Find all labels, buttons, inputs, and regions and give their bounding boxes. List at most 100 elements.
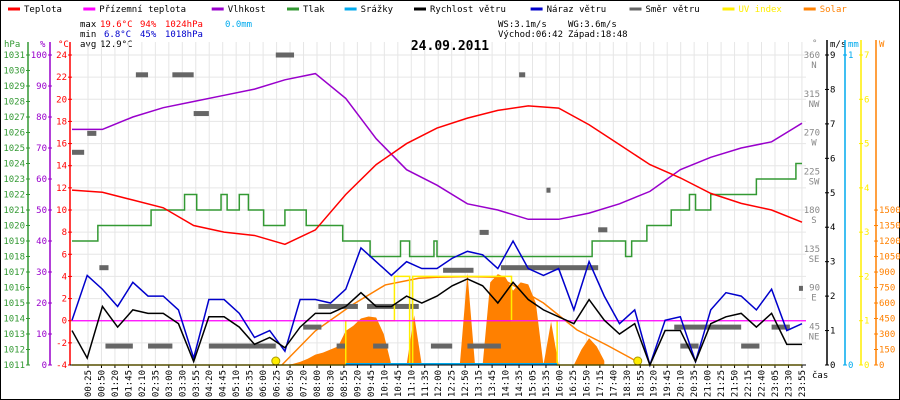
pressure-tick-label: 1015 [3, 299, 25, 309]
wind-tick-label: 0 [830, 361, 835, 371]
legend-label-6: Náraz větru [547, 5, 607, 15]
legend-label-4: Srážky [361, 5, 394, 15]
rain-tick-label: 1 [848, 51, 853, 61]
x-tick-label: 03:55 [192, 370, 202, 397]
stat-min-hum: 45% [140, 30, 157, 40]
wind-direction-mark [72, 149, 85, 155]
pressure-tick-label: 1029 [3, 82, 25, 92]
pressure-tick-label: 1011 [3, 361, 25, 371]
direction-compass-label: NE [809, 332, 820, 342]
direction-compass-label: N [811, 61, 816, 71]
temperature-tick-label: 18 [56, 117, 67, 127]
solar-tick-label: 1350 [879, 222, 900, 232]
pressure-tick-label: 1017 [3, 268, 25, 278]
stat-min-label: min [80, 30, 96, 40]
temperature-line [71, 105, 803, 246]
x-tick-label: 03:30 [178, 370, 188, 397]
legend-label-3: Tlak [303, 5, 325, 15]
wind-direction-mark [674, 324, 742, 330]
solar-tick-label: 750 [879, 284, 895, 294]
wind-tick-label: 2 [830, 292, 835, 302]
wind-direction-mark [430, 343, 453, 349]
uv-tick-label: 7 [864, 51, 869, 61]
pressure-line [72, 162, 802, 258]
stat-sunset: Západ:18:48 [568, 30, 628, 40]
direction-compass-label: S [811, 216, 816, 226]
stat-max-hum: 94% [140, 20, 157, 30]
x-tick-label: 16:25 [569, 370, 579, 397]
pressure-tick-label: 1031 [3, 51, 25, 61]
x-tick-label: 19:45 [663, 370, 673, 397]
direction-tick-label: 360 [804, 51, 820, 61]
stat-min-press: 1018hPa [165, 30, 203, 40]
x-tick-label: 02:35 [151, 370, 161, 397]
solar-tick-label: 150 [879, 346, 895, 356]
x-tick-label: 06:50 [286, 370, 296, 397]
temperature-tick-label: 12 [56, 184, 67, 194]
humidity-line [72, 72, 803, 221]
pressure-tick-label: 1025 [3, 144, 25, 154]
wind-tick-label: 6 [830, 154, 835, 164]
wind-direction-mark [546, 187, 551, 193]
wind-tick-label: 7 [830, 120, 835, 130]
x-tick-label: 08:55 [340, 370, 350, 397]
x-tick-label: 03:00 [165, 370, 175, 397]
pressure-tick-label: 1018 [3, 253, 25, 263]
x-tick-label: 01:20 [111, 370, 121, 397]
x-tick-label: 22:40 [758, 370, 768, 397]
stat-wind-speed: WS:3.1m/s [498, 20, 547, 30]
wind-tick-label: 8 [830, 85, 835, 95]
temperature-axis-unit: °C [58, 40, 69, 50]
pressure-tick-label: 1024 [3, 160, 25, 170]
temperature-tick-label: 4 [62, 272, 67, 282]
direction-tick-label: 45 [809, 322, 820, 332]
pressure-tick-label: 1027 [3, 113, 25, 123]
wind-tick-label: 1 [830, 327, 835, 337]
humidity-tick-label: 0 [42, 361, 47, 371]
solar-tick-label: 300 [879, 330, 895, 340]
pressure-tick-label: 1012 [3, 346, 25, 356]
x-tick-label: 16:00 [555, 370, 565, 397]
pressure-tick-label: 1026 [3, 129, 25, 139]
sunset-marker [633, 356, 643, 366]
chart-title: 24.09.2011 [411, 39, 489, 54]
wind-direction-mark [771, 324, 790, 330]
wind-tick-label: 4 [830, 223, 835, 233]
pressure-tick-label: 1028 [3, 98, 25, 108]
x-tick-label: 00:50 [97, 370, 107, 397]
x-tick-label: 13:15 [475, 370, 485, 397]
legend-label-9: Solar [820, 5, 848, 15]
wind-direction-mark [135, 72, 149, 78]
stat-wind-gust: WG:3.6m/s [568, 20, 617, 30]
stat-min-temp: 6.8°C [104, 30, 131, 40]
rain-axis-unit: mm [848, 40, 859, 50]
temperature-tick-label: 2 [62, 295, 67, 305]
wind-direction-mark [367, 303, 419, 309]
wind-direction-mark [172, 72, 194, 78]
x-tick-label: 04:20 [205, 370, 215, 397]
wind-direction-mark [467, 343, 501, 349]
wind-direction-mark [87, 130, 97, 136]
uv-tick-label: 1 [864, 317, 869, 327]
x-tick-label: 23:30 [784, 370, 794, 397]
direction-tick-label: 315 [804, 90, 820, 100]
x-tick-label: 23:05 [771, 370, 781, 397]
wind-direction-mark [680, 343, 699, 349]
wind-direction-mark [105, 343, 133, 349]
humidity-axis-unit: % [40, 40, 46, 50]
x-tick-label: 15:05 [529, 370, 539, 397]
wind-gust-line [71, 239, 803, 368]
solar-axis-unit: W [879, 40, 885, 50]
x-tick-label: 14:35 [515, 370, 525, 397]
temperature-tick-label: 22 [56, 73, 67, 83]
wind-tick-label: 3 [830, 258, 835, 268]
x-tick-label: 09:20 [353, 370, 363, 397]
direction-tick-label: 90 [809, 284, 820, 294]
temperature-tick-label: -4 [56, 361, 67, 371]
humidity-tick-label: 10 [36, 330, 47, 340]
direction-compass-label: E [811, 294, 816, 304]
temperature-tick-label: 6 [62, 250, 67, 260]
wind-direction-mark [500, 265, 599, 271]
wind-direction-mark [318, 303, 358, 309]
